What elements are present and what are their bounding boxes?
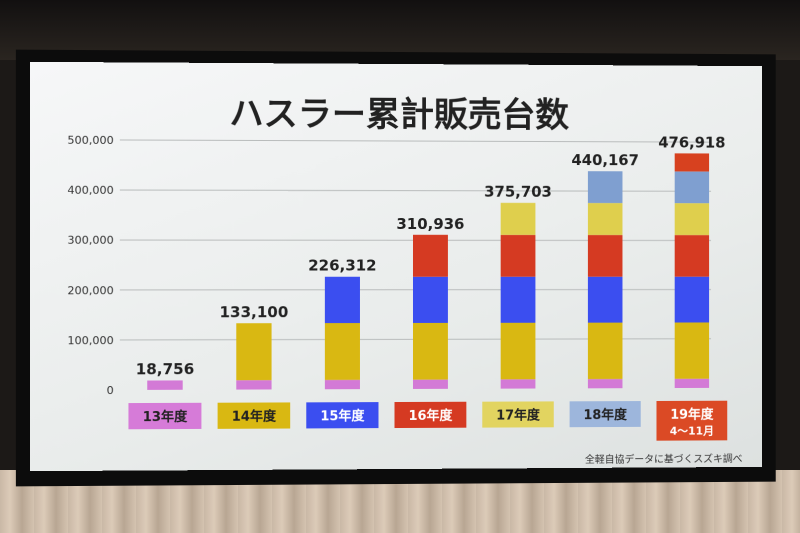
- bar-segment-5-1: [500, 379, 536, 389]
- bar-segment-5-2: [500, 322, 536, 380]
- bar-segment-3-2: [324, 322, 360, 380]
- gridline-5: [120, 140, 711, 142]
- bar-segment-7-7: [674, 153, 710, 172]
- y-tick-label: 0: [107, 384, 114, 397]
- bar-segment-7-5: [674, 203, 710, 236]
- bar-segment-2-2: [236, 323, 272, 381]
- y-tick-label: 200,000: [67, 284, 113, 297]
- category-label-box-3: [305, 401, 379, 428]
- bar-segment-6-4: [587, 234, 623, 277]
- bar-segment-6-6: [587, 171, 623, 204]
- category-label-1: 13年度: [143, 409, 189, 425]
- y-tick-label: 400,000: [67, 184, 113, 197]
- category-label-3: 15年度: [320, 408, 365, 424]
- bar-segment-7-3: [674, 276, 710, 323]
- category-sublabel-7: 4〜11月: [670, 425, 714, 438]
- chart-title: ハスラー累計販売台数: [229, 94, 570, 135]
- bar-segment-3-3: [324, 276, 360, 323]
- y-tick-label: 300,000: [67, 234, 113, 247]
- y-tick-label: 500,000: [67, 134, 113, 147]
- total-label-2: 133,100: [219, 303, 288, 321]
- bar-segment-4-2: [413, 323, 449, 381]
- bar-segment-6-3: [587, 276, 623, 323]
- total-label-4: 310,936: [396, 215, 464, 233]
- bar-segment-1-1: [147, 380, 183, 390]
- category-label-box-6: [569, 401, 641, 428]
- bar-segment-7-2: [674, 322, 710, 379]
- category-label-2: 14年度: [232, 409, 277, 425]
- category-label-4: 16年度: [408, 408, 453, 424]
- bar-segment-7-1: [674, 378, 710, 389]
- presentation-slide: ハスラー累計販売台数 0 100,000 200,000 300,000 400,000 5…: [30, 61, 763, 472]
- total-label-7: 476,918: [658, 134, 725, 152]
- bar-segment-5-5: [500, 202, 536, 235]
- category-label-box-1: [128, 402, 202, 430]
- y-tick-label: 100,000: [67, 334, 113, 347]
- total-label-1: 18,756: [136, 360, 195, 378]
- bar-segment-5-3: [500, 276, 536, 323]
- bar-segment-6-5: [587, 203, 623, 235]
- category-label-5: 17年度: [496, 407, 541, 423]
- category-label-box-4: [394, 401, 468, 429]
- bar-segment-6-1: [587, 378, 623, 389]
- bar-segment-3-1: [324, 379, 360, 389]
- total-label-5: 375,703: [484, 183, 552, 201]
- category-label-6: 18年度: [583, 407, 627, 423]
- bar-segment-4-1: [413, 379, 449, 390]
- category-label-box-7: [656, 400, 728, 441]
- category-label-box-5: [482, 401, 554, 428]
- bar-segment-5-4: [500, 234, 536, 277]
- category-label-7: 19年度: [670, 407, 714, 423]
- bar-segment-6-2: [587, 322, 623, 380]
- stacked-bar-chart: ハスラー累計販売台数 0 100,000 200,000 300,000 400,000 5…: [67, 94, 742, 466]
- category-label-box-2: [217, 402, 291, 429]
- total-label-6: 440,167: [571, 151, 638, 169]
- bar-segment-2-1: [236, 380, 272, 390]
- total-label-3: 226,312: [308, 257, 376, 275]
- bar-segment-4-4: [413, 234, 449, 278]
- bar-segment-4-3: [413, 276, 449, 324]
- bar-segment-7-4: [674, 235, 710, 277]
- footnote: 全軽自協データに基づくスズキ調べ: [585, 452, 742, 466]
- bar-segment-7-6: [674, 171, 710, 204]
